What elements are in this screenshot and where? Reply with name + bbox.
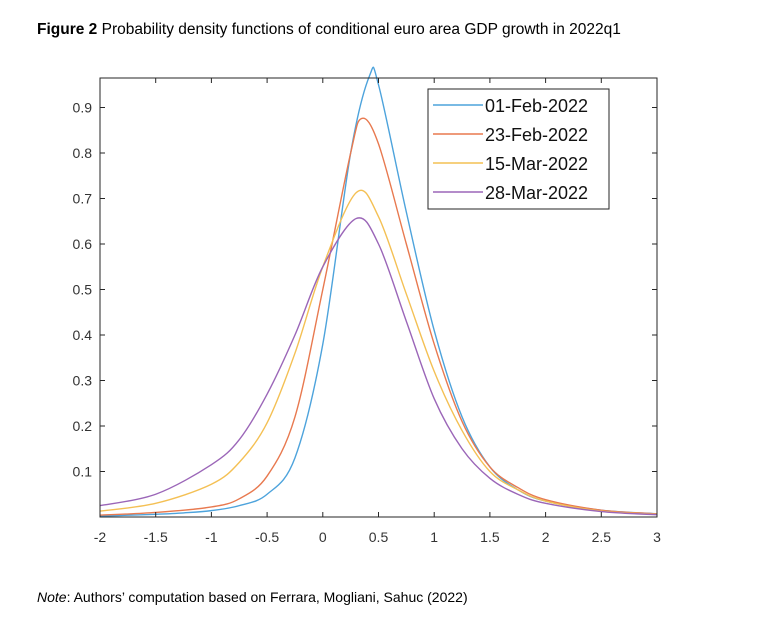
y-tick-label: 0.7 xyxy=(73,191,93,207)
x-tick-label: 2.5 xyxy=(592,529,612,545)
series-line-28-Mar-2022 xyxy=(99,217,658,516)
y-tick-label: 0.6 xyxy=(73,236,93,252)
figure-note: Note: Authors’ computation based on Ferr… xyxy=(37,589,468,605)
x-tick-label: -0.5 xyxy=(255,529,279,545)
axis-ticks: -2 -1.5 -1 -0.5 0 0.5 1 1.5 2 2.5 3 0.1 0.2 0.3 0.4 0.5… xyxy=(73,78,661,545)
legend: 01-Feb-2022 23-Feb-2022 15-Mar-2022 28-Mar-… xyxy=(427,88,610,210)
figure-title: Figure 2 Probability density functions o… xyxy=(37,21,621,39)
series-line-15-Mar-2022 xyxy=(99,189,658,515)
x-tick-label: 0 xyxy=(319,529,327,545)
y-tick-label: 0.2 xyxy=(73,418,93,434)
legend-label: 23-Feb-2022 xyxy=(485,125,588,145)
y-tick-label: 0.5 xyxy=(73,282,93,298)
note-text: : Authors’ computation based on Ferrara,… xyxy=(66,589,468,605)
x-tick-label: 1 xyxy=(430,529,438,545)
legend-box xyxy=(427,88,610,210)
x-tick-label: 3 xyxy=(653,529,661,545)
series-line-23-Feb-2022 xyxy=(99,117,658,516)
y-tick-label: 0.1 xyxy=(73,464,93,480)
series-lines xyxy=(99,66,658,517)
y-tick-label: 0.4 xyxy=(73,327,93,343)
x-tick-label: 1.5 xyxy=(480,529,500,545)
legend-label: 15-Mar-2022 xyxy=(485,154,588,174)
legend-label: 28-Mar-2022 xyxy=(485,183,588,203)
legend-label: 01-Feb-2022 xyxy=(485,96,588,116)
x-tick-label: 2 xyxy=(542,529,550,545)
y-tick-label: 0.8 xyxy=(73,145,93,161)
x-tick-label: -1.5 xyxy=(144,529,168,545)
y-tick-label: 0.3 xyxy=(73,373,93,389)
note-label: Note xyxy=(37,589,67,605)
figure-title-text: Probability density functions of conditi… xyxy=(97,21,621,38)
y-tick-label: 0.9 xyxy=(73,100,93,116)
x-tick-label: -2 xyxy=(94,529,107,545)
figure-label: Figure 2 xyxy=(37,21,98,38)
x-tick-label: -1 xyxy=(205,529,218,545)
x-tick-label: 0.5 xyxy=(369,529,389,545)
series-line-01-Feb-2022 xyxy=(99,66,658,517)
